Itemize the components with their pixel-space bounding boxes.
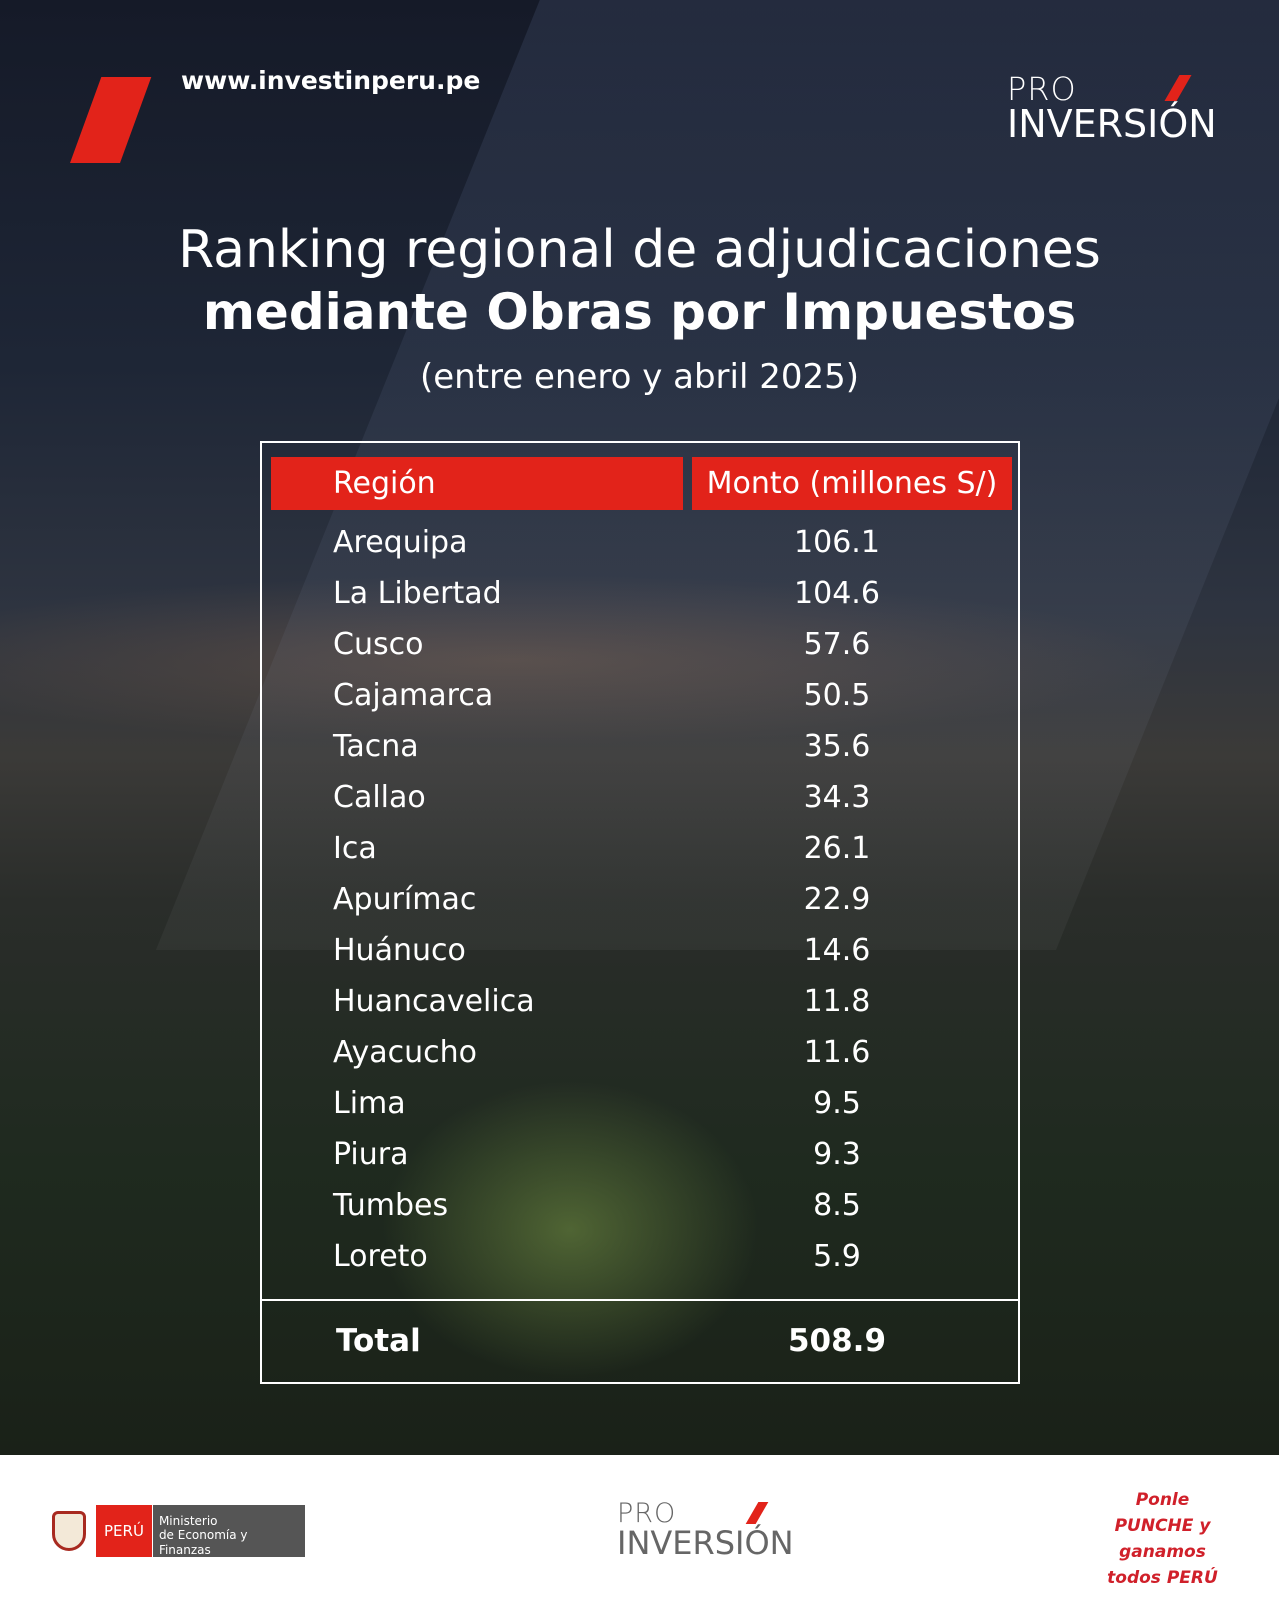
table-row: Cajamarca 50.5 [262,670,1018,721]
table-row: Piura 9.3 [262,1129,1018,1180]
header-monto: Monto (millones S/) [692,457,1012,510]
monto-value: 11.6 [803,1035,871,1070]
total-divider [262,1299,1018,1301]
header-region: Región [271,457,683,510]
region-name: Apurímac [333,882,477,917]
footer-logo-pro: PRO [617,1498,677,1529]
region-name: Tacna [333,729,419,764]
monto-value: 26.1 [803,831,871,866]
region-name: Cajamarca [333,678,494,713]
table-row: Cusco 57.6 [262,619,1018,670]
table-row: Huánuco 14.6 [262,925,1018,976]
logo-pro-text: PRO [1007,70,1077,108]
monto-value: 106.1 [794,525,880,560]
monto-value: 35.6 [803,729,871,764]
table-row: Loreto 5.9 [262,1231,1018,1282]
mef-logo: PERÚ Ministerio de Economía y Finanzas [52,1505,305,1557]
monto-value: 34.3 [803,780,871,815]
proinversion-logo: PRO INVERSIÓN [1007,73,1217,143]
background-photo [0,0,1279,1455]
region-name: Tumbes [333,1188,449,1223]
region-name: Huancavelica [333,984,535,1019]
region-name: Cusco [333,627,424,662]
table-row: Tacna 35.6 [262,721,1018,772]
table-row: Ica 26.1 [262,823,1018,874]
monto-value: 9.5 [813,1086,861,1121]
logo-inversion-text: INVERSIÓN [1007,102,1217,146]
monto-value: 5.9 [813,1239,861,1274]
total-value: 508.9 [787,1323,887,1359]
ministerio-line1: Ministerio [158,1514,218,1528]
footer: PERÚ Ministerio de Economía y Finanzas PR… [0,1455,1279,1600]
region-name: Ayacucho [333,1035,477,1070]
region-name: Loreto [333,1239,428,1274]
table-row: Arequipa 106.1 [262,517,1018,568]
total-label: Total [336,1323,421,1359]
peru-label: PERÚ [96,1505,152,1557]
monto-value: 57.6 [803,627,871,662]
region-name: Callao [333,780,426,815]
website-url[interactable]: www.investinperu.pe [181,66,481,95]
monto-value: 104.6 [794,576,880,611]
table-row: Callao 34.3 [262,772,1018,823]
ministerio-label: Ministerio de Economía y Finanzas [151,1505,305,1557]
table-row: Tumbes 8.5 [262,1180,1018,1231]
table-row: La Libertad 104.6 [262,568,1018,619]
ponle-punche-logo: Ponle PUNCHE y ganamos todos PERÚ [1107,1490,1218,1588]
footer-proinversion-logo: PRO INVERSIÓN [617,1500,794,1559]
region-name: Huánuco [333,933,466,968]
region-name: Arequipa [333,525,468,560]
region-name: Piura [333,1137,409,1172]
monto-value: 11.8 [803,984,871,1019]
monto-value: 9.3 [813,1137,861,1172]
region-name: Lima [333,1086,406,1121]
region-name: Ica [333,831,377,866]
title-line2: mediante Obras por Impuestos [202,283,1077,341]
region-name: La Libertad [333,576,502,611]
table-row: Huancavelica 11.8 [262,976,1018,1027]
monto-value: 14.6 [803,933,871,968]
subtitle: (entre enero y abril 2025) [419,357,860,397]
ranking-table: Región Monto (millones S/) Arequipa 106.1… [260,441,1020,1384]
table-row: Lima 9.5 [262,1078,1018,1129]
monto-value: 8.5 [813,1188,861,1223]
table-row: Apurímac 22.9 [262,874,1018,925]
monto-value: 50.5 [803,678,871,713]
coat-of-arms-icon [52,1511,86,1551]
monto-value: 22.9 [803,882,871,917]
table-row: Ayacucho 11.6 [262,1027,1018,1078]
footer-logo-inversion: INVERSIÓN [617,1524,794,1562]
ministerio-line2: de Economía y Finanzas [158,1528,248,1557]
title-line1: Ranking regional de adjudicaciones [178,220,1101,280]
